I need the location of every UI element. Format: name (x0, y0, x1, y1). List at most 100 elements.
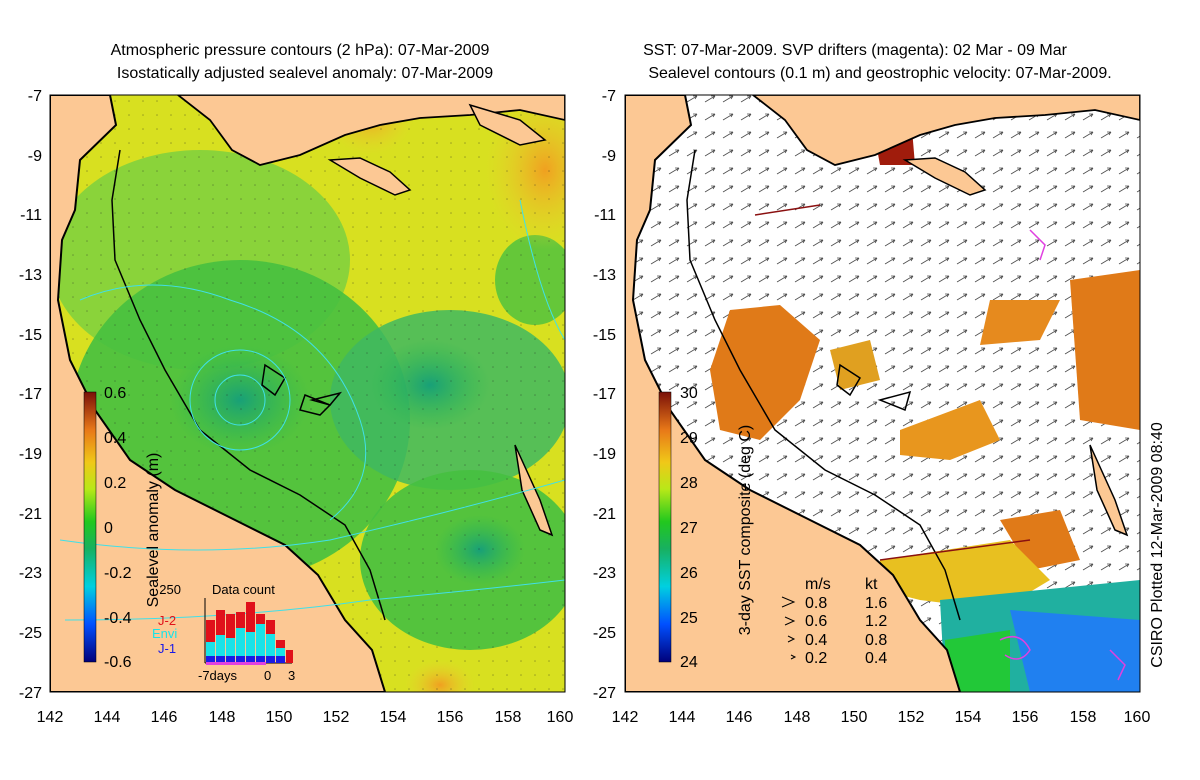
right-lon-tick: 160 (1124, 709, 1151, 726)
data-count-ymax: 250 (159, 582, 181, 597)
svg-text:0.2: 0.2 (805, 650, 827, 667)
left-lon-tick: 142 (37, 709, 64, 726)
legend-j2: J-2 (158, 613, 176, 628)
svg-text:0.8: 0.8 (805, 595, 827, 612)
right-colorbar-tick: 24 (680, 654, 698, 671)
right-title-line-2: Sealevel contours (0.1 m) and geostrophi… (648, 65, 1111, 82)
velocity-arrow-icon (781, 596, 796, 608)
left-lon-tick: 150 (266, 709, 293, 726)
left-colorbar-tick: -0.2 (104, 565, 132, 582)
data-count-bar (206, 620, 215, 663)
left-colorbar-tick: -0.6 (104, 654, 132, 671)
velocity-legend-row: 0.4 0.8 (787, 632, 887, 649)
velocity-legend-row: 0.6 1.2 (784, 613, 887, 630)
right-lat-tick: -27 (593, 685, 616, 702)
right-lon-tick: 154 (955, 709, 982, 726)
right-lon-tick: 148 (784, 709, 811, 726)
left-lat-tick: -17 (19, 386, 42, 403)
left-lat-tick: -15 (19, 327, 42, 344)
left-lat-tick: -9 (28, 148, 42, 165)
data-count-bar (216, 610, 225, 663)
right-colorbar-tick: 27 (680, 520, 698, 537)
right-lon-tick: 150 (841, 709, 868, 726)
left-lat-axis: -7 -9 -11 -13 -15 -17 -19 -21 -23 -25 -2… (19, 88, 42, 702)
right-lat-tick: -17 (593, 386, 616, 403)
svg-text:0.4: 0.4 (865, 650, 887, 667)
legend-j1: J-1 (158, 641, 176, 656)
right-title-line-1: SST: 07-Mar-2009. SVP drifters (magenta)… (643, 42, 1068, 59)
data-count-bar (276, 640, 285, 663)
data-count-inset: Data count 250 J-2 Envi J-1 -7days 0 3 (152, 582, 295, 683)
left-lon-tick: 146 (151, 709, 178, 726)
right-new-guinea-land (751, 95, 1140, 166)
svg-text:0.4: 0.4 (805, 632, 827, 649)
right-lat-tick: -19 (593, 446, 616, 463)
right-colorbar: 30 29 28 27 26 25 24 3-day SST composite… (658, 385, 754, 671)
left-title-line-2: Isostatically adjusted sealevel anomaly:… (117, 65, 493, 82)
right-colorbar-tick: 28 (680, 475, 698, 492)
left-lat-tick: -19 (19, 446, 42, 463)
left-lat-tick: -7 (28, 88, 42, 105)
data-count-bar (256, 614, 265, 663)
plot-credit: CSIRO Plotted 12-Mar-2009 08:40 (1149, 422, 1166, 668)
right-lat-tick: -21 (593, 506, 616, 523)
data-count-x-label: 0 (264, 668, 271, 683)
right-lat-tick: -23 (593, 565, 616, 582)
right-australia-land (625, 95, 962, 692)
left-title-line-1: Atmospheric pressure contours (2 hPa): 0… (111, 42, 490, 59)
svg-text:1.6: 1.6 (865, 595, 887, 612)
legend-envi: Envi (152, 626, 177, 641)
left-lat-tick: -21 (19, 506, 42, 523)
svg-text:0.8: 0.8 (865, 632, 887, 649)
right-lon-tick: 146 (726, 709, 753, 726)
left-colorbar-tick: 0.2 (104, 475, 126, 492)
right-lon-tick: 156 (1012, 709, 1039, 726)
right-lat-tick: -25 (593, 625, 616, 642)
data-count-bar (286, 650, 293, 663)
right-map-panel (625, 95, 1140, 692)
data-count-title: Data count (212, 582, 275, 597)
data-count-bar (226, 614, 235, 663)
left-lon-tick: 144 (94, 709, 121, 726)
right-lon-tick: 142 (612, 709, 639, 726)
right-colorbar-tick: 30 (680, 385, 698, 402)
left-lon-axis: 142 144 146 148 150 152 154 156 158 160 (37, 709, 574, 726)
right-lat-tick: -7 (602, 88, 616, 105)
left-lon-tick: 152 (323, 709, 350, 726)
data-count-x-label: -7days (198, 668, 238, 683)
right-colorbar-scale (658, 391, 672, 663)
right-lat-axis: -7 -9 -11 -13 -15 -17 -19 -21 -23 -25 -2… (593, 88, 616, 702)
left-lon-tick: 156 (437, 709, 464, 726)
left-lon-tick: 160 (547, 709, 574, 726)
left-lat-tick: -27 (19, 685, 42, 702)
left-lat-tick: -23 (19, 565, 42, 582)
data-count-bar (266, 620, 275, 663)
left-colorbar-scale (83, 391, 97, 663)
velocity-legend-unit-ms: m/s (805, 576, 831, 593)
right-colorbar-label: 3-day SST composite (deg C) (737, 425, 754, 635)
right-lat-tick: -13 (593, 267, 616, 284)
left-lat-tick: -13 (19, 267, 42, 284)
svg-text:0.6: 0.6 (805, 613, 827, 630)
left-plot-frame (49, 94, 566, 693)
data-count-bar (246, 602, 255, 663)
right-colorbar-tick: 26 (680, 565, 698, 582)
right-plot-frame (624, 94, 1141, 693)
velocity-arrow-icon (790, 654, 797, 660)
left-lon-tick: 158 (495, 709, 522, 726)
velocity-arrow-icon (787, 635, 796, 643)
left-colorbar-label: Sealevel anomaly (m) (145, 453, 162, 608)
svg-text:1.2: 1.2 (865, 613, 887, 630)
data-count-bar (236, 612, 245, 663)
left-new-guinea-land (176, 95, 565, 166)
left-australia-land (50, 95, 387, 692)
left-colorbar-tick: 0.6 (104, 385, 126, 402)
left-lat-tick: -25 (19, 625, 42, 642)
right-lon-tick: 152 (898, 709, 925, 726)
velocity-legend-row: 0.8 1.6 (781, 595, 887, 612)
right-colorbar-tick: 25 (680, 610, 698, 627)
right-lat-tick: -11 (594, 207, 616, 224)
right-lon-tick: 158 (1070, 709, 1097, 726)
right-lon-tick: 144 (669, 709, 696, 726)
velocity-arrow-icon (784, 616, 796, 626)
